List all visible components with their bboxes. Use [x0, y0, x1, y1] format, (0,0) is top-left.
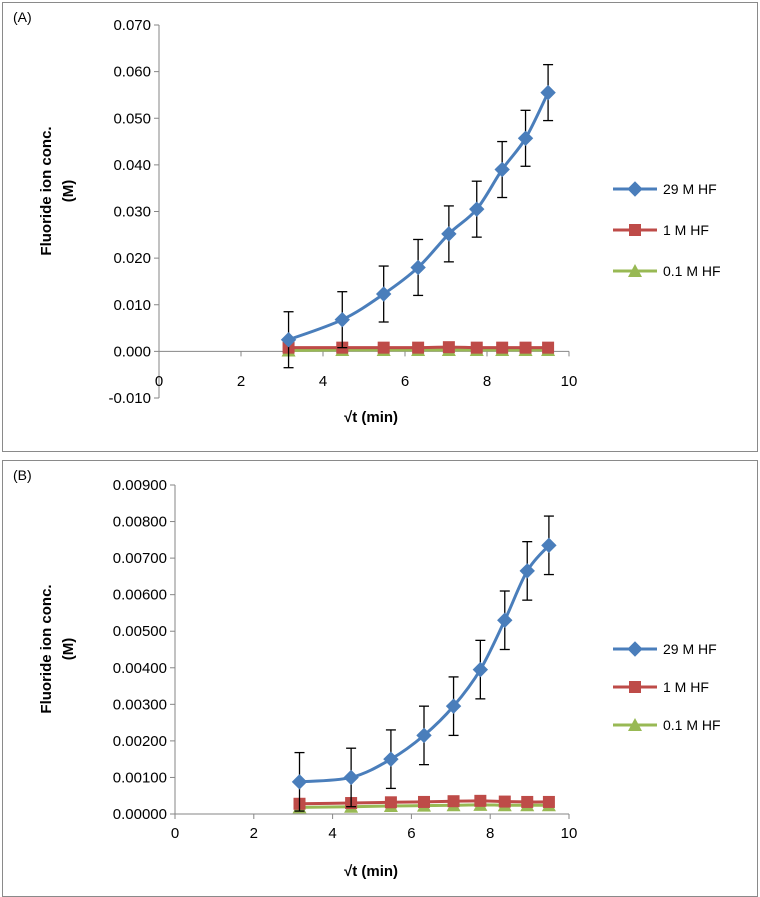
chart-b-y-tick-label: 0.00200: [113, 733, 167, 750]
chart-a-series-0: [280, 63, 556, 369]
chart-a-x-axis-title: √t (min): [344, 409, 398, 426]
chart-a-y-tick-label: 0.060: [113, 64, 151, 81]
chart-b-x-tick-label: 2: [250, 825, 258, 842]
chart-a-data-point: [542, 341, 555, 354]
chart-b-y-axis-title-line1: Fluoride ion conc.: [38, 584, 55, 713]
chart-b-series-0: [291, 515, 557, 812]
chart-b-legend-marker: [628, 718, 642, 731]
chart-a-x-tick-label: 0: [155, 373, 163, 390]
chart-a-data-point: [517, 130, 534, 147]
chart-a-svg: -0.010 0.000 0.010 0.020 0.030 0.040 0.050 0.06…: [38, 17, 721, 426]
panel-label-b: (B): [13, 467, 32, 483]
chart-b-x-tick-label: 4: [328, 825, 336, 842]
chart-b-y-tick-label: 0.00000: [113, 806, 167, 823]
chart-b-y-tick-label: 0.00400: [113, 660, 167, 677]
chart-a-y-tick-label: 0.040: [113, 157, 151, 174]
chart-b-data-point: [384, 796, 397, 809]
chart-a-x-tick-label: 6: [401, 373, 409, 390]
chart-a-y-tick-label: 0.000: [113, 343, 151, 360]
chart-b-legend-label: 1 M HF: [663, 679, 709, 695]
chart-b-y-tick-label: 0.00600: [113, 587, 167, 604]
chart-b-y-tick-label: 0.00800: [113, 514, 167, 531]
chart-b-data-point: [474, 794, 487, 807]
chart-a-x-tick-label: 4: [319, 373, 327, 390]
chart-b-data-point: [542, 795, 555, 808]
chart-a-y-axis-title-line2: (M): [60, 180, 77, 203]
chart-panel-b: (B) 0.00000 0.00100 0.00200 0.00300 0.00400 0…: [2, 460, 758, 897]
chart-a-y-axis-title-line1: Fluoride ion conc.: [38, 126, 55, 255]
chart-b-y-tick-label: 0.00100: [113, 769, 167, 786]
chart-a-series-1: [282, 341, 555, 354]
chart-a-x-tick-label: 2: [237, 373, 245, 390]
chart-a-y-tick-label: 0.070: [113, 17, 151, 34]
chart-a-y-tick-label: 0.020: [113, 250, 151, 267]
chart-a-data-point: [519, 341, 532, 354]
chart-a-data-point: [442, 341, 455, 354]
chart-b-x-tick-label: 8: [486, 825, 494, 842]
chart-b-data-point: [343, 769, 359, 786]
chart-a-x-tick-label: 8: [483, 373, 491, 390]
chart-b-x-axis-title: √t (min): [344, 863, 398, 880]
chart-a-data-point: [494, 161, 510, 178]
chart-b-series-1: [293, 794, 555, 810]
chart-a-data-point: [412, 341, 425, 354]
chart-b-data-point: [416, 727, 432, 744]
chart-b-data-point: [291, 774, 308, 790]
chart-a-y-tick-label: 0.050: [113, 110, 151, 127]
chart-b-x-tick-label: 0: [171, 825, 179, 842]
chart-b-x-tick-label: 10: [561, 825, 578, 842]
chart-b-legend-marker: [627, 641, 643, 657]
chart-b-data-point: [498, 795, 511, 808]
chart-a-data-point: [540, 84, 556, 101]
chart-b-y-axis-title-line2: (M): [60, 638, 77, 661]
panel-label-a: (A): [13, 9, 32, 25]
chart-a-data-point: [280, 332, 297, 348]
chart-b-data-point: [519, 563, 535, 579]
chart-panel-a: (A) -0.010 0.000 0.010 0.020 0.030 0.040 0.050…: [2, 2, 758, 452]
chart-a-x-tick-label: 10: [561, 373, 578, 390]
chart-a-y-tick-label: 0.030: [113, 204, 151, 221]
chart-b-y-tick-label: 0.00700: [113, 550, 167, 567]
chart-a-data-point: [441, 226, 457, 242]
chart-a-data-point: [334, 311, 350, 328]
chart-a-data-point: [496, 341, 509, 354]
chart-a-data-point: [469, 201, 485, 217]
chart-a-series-line: [288, 91, 550, 342]
chart-a-legend-label: 0.1 M HF: [663, 263, 721, 279]
chart-a-legend-marker: [629, 224, 641, 236]
chart-b-legend-label: 29 M HF: [663, 641, 717, 657]
chart-b-legend-label: 0.1 M HF: [663, 717, 721, 733]
chart-b-data-point: [447, 795, 460, 808]
chart-b-x-tick-label: 6: [407, 825, 415, 842]
chart-b-legend-marker: [629, 681, 641, 693]
chart-b-y-tick-label: 0.00300: [113, 696, 167, 713]
chart-b-data-point: [383, 751, 399, 767]
chart-a-legend-marker: [627, 181, 643, 197]
chart-a-data-point: [375, 286, 392, 302]
chart-b-data-point: [472, 661, 489, 678]
chart-a-data-point: [470, 341, 483, 354]
chart-a-legend-label: 29 M HF: [663, 181, 717, 197]
chart-a-data-point: [377, 341, 390, 354]
chart-b-y-tick-label: 0.00500: [113, 623, 167, 640]
chart-b-data-point: [497, 612, 513, 628]
chart-a-y-tick-label: -0.010: [108, 390, 151, 407]
chart-b-data-point: [418, 795, 431, 808]
chart-a-y-tick-label: 0.010: [113, 297, 151, 314]
chart-b-svg: 0.00000 0.00100 0.00200 0.00300 0.00400 0.005…: [38, 477, 721, 880]
chart-a-legend-label: 1 M HF: [663, 222, 709, 238]
chart-a-data-point: [410, 259, 426, 276]
chart-a-legend-marker: [628, 264, 642, 277]
chart-b-data-point: [541, 537, 557, 554]
chart-b-data-point: [521, 795, 534, 808]
chart-b-y-tick-label: 0.00900: [113, 477, 167, 494]
chart-b-data-point: [445, 698, 462, 714]
